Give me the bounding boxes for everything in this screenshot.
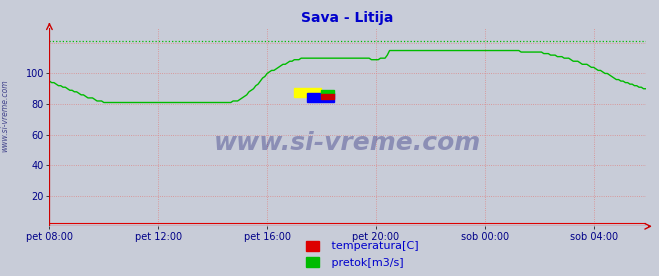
Bar	[321, 94, 334, 99]
Bar	[294, 88, 321, 97]
Text: www.si-vreme.com: www.si-vreme.com	[214, 131, 481, 155]
Text: www.si-vreme.com: www.si-vreme.com	[1, 79, 10, 152]
Bar	[321, 90, 334, 94]
Bar	[307, 93, 334, 102]
Title: Sava - Litija: Sava - Litija	[301, 11, 394, 25]
Legend:  temperatura[C],  pretok[m3/s]: temperatura[C], pretok[m3/s]	[306, 241, 419, 268]
